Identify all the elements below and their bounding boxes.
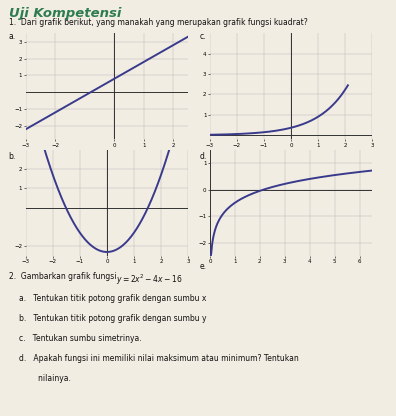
Text: Uji Kompetensi: Uji Kompetensi (9, 7, 121, 20)
Text: b.   Tentukan titik potong grafik dengan sumbu y: b. Tentukan titik potong grafik dengan s… (19, 314, 206, 323)
Text: nilainya.: nilainya. (19, 374, 71, 383)
Text: d.   Apakah fungsi ini memiliki nilai maksimum atau minimum? Tentukan: d. Apakah fungsi ini memiliki nilai maks… (19, 354, 299, 363)
Text: a.: a. (9, 32, 16, 42)
Text: e.: e. (200, 262, 207, 271)
Text: d.: d. (200, 152, 207, 161)
Text: 2.  Gambarkan grafik fungsi: 2. Gambarkan grafik fungsi (9, 272, 118, 282)
Text: b.: b. (9, 152, 16, 161)
Text: $y = 2x^2 - 4x - 16$: $y = 2x^2 - 4x - 16$ (116, 272, 183, 287)
Text: c.: c. (200, 32, 206, 42)
Text: 1.  Dari grafik berikut, yang manakah yang merupakan grafik fungsi kuadrat?: 1. Dari grafik berikut, yang manakah yan… (9, 18, 307, 27)
Text: a.   Tentukan titik potong grafik dengan sumbu x: a. Tentukan titik potong grafik dengan s… (19, 294, 206, 303)
Text: c.   Tentukan sumbu simetrinya.: c. Tentukan sumbu simetrinya. (19, 334, 142, 343)
